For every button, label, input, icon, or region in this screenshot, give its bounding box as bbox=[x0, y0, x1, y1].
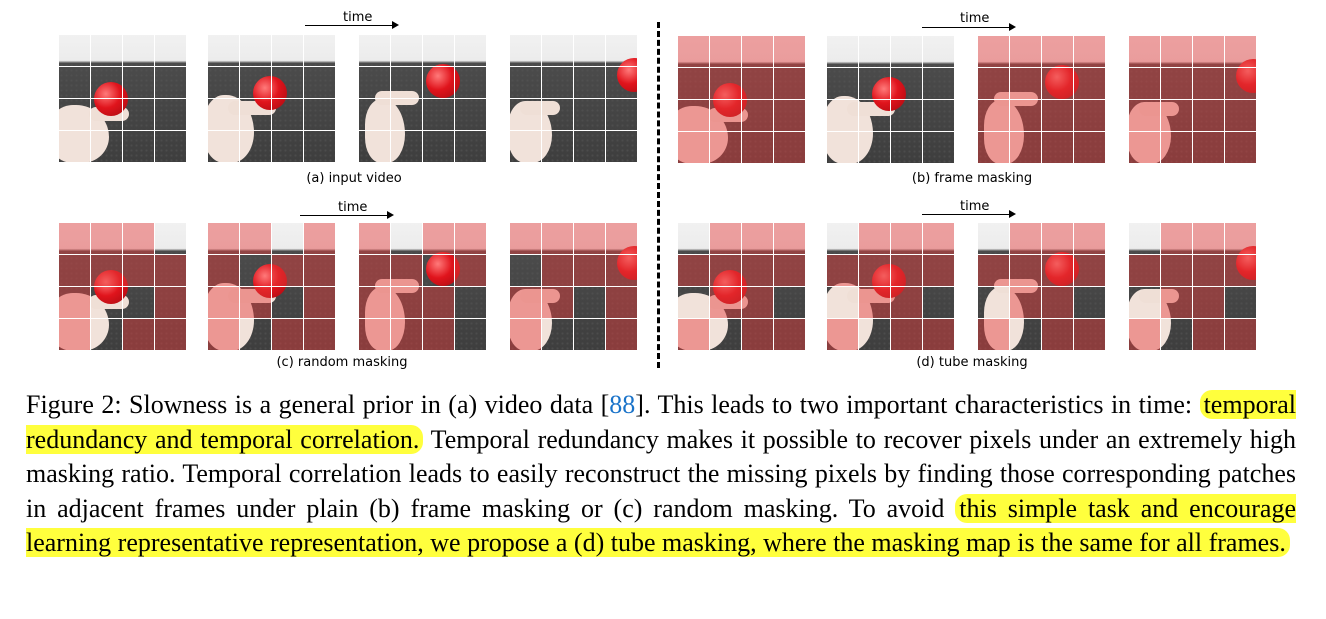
time-label: time bbox=[338, 200, 368, 215]
time-label: time bbox=[960, 11, 990, 26]
patch-grid bbox=[678, 36, 806, 164]
patch-grid bbox=[978, 36, 1106, 164]
patch-grid bbox=[208, 35, 336, 163]
panel-divider bbox=[657, 22, 660, 368]
video-frame bbox=[1129, 36, 1257, 164]
patch-grid bbox=[59, 223, 187, 351]
patch-grid bbox=[1129, 36, 1257, 164]
patch-grid bbox=[827, 223, 955, 351]
time-label: time bbox=[960, 199, 990, 214]
panel-sublabel: (c) random masking bbox=[276, 355, 408, 370]
video-frame bbox=[678, 36, 806, 164]
patch-grid bbox=[208, 223, 336, 351]
video-frame bbox=[510, 35, 638, 163]
video-frame bbox=[208, 35, 336, 163]
patch-grid bbox=[1129, 223, 1257, 351]
patch-grid bbox=[359, 223, 487, 351]
video-frame bbox=[510, 223, 638, 351]
patch-grid bbox=[678, 223, 806, 351]
patch-grid bbox=[978, 223, 1106, 351]
time-arrow bbox=[300, 211, 394, 219]
patch-grid bbox=[59, 35, 187, 163]
patch-grid bbox=[510, 223, 638, 351]
patch-grid bbox=[827, 36, 955, 164]
video-frame bbox=[59, 35, 187, 163]
caption-text-3: Temporal redundancy makes it possible to… bbox=[26, 424, 1296, 523]
video-frame bbox=[978, 223, 1106, 351]
time-arrow bbox=[922, 210, 1016, 218]
video-frame bbox=[359, 35, 487, 163]
panel-sublabel: (a) input video bbox=[306, 171, 402, 186]
video-frame bbox=[208, 223, 336, 351]
video-frame bbox=[59, 223, 187, 351]
caption-text-2: ]. This leads to two important character… bbox=[635, 390, 1200, 419]
caption-text-1: Figure 2: Slowness is a general prior in… bbox=[26, 390, 610, 419]
patch-grid bbox=[359, 35, 487, 163]
video-frame bbox=[1129, 223, 1257, 351]
panel-sublabel: (d) tube masking bbox=[916, 355, 1028, 370]
video-frame bbox=[827, 223, 955, 351]
video-frame bbox=[678, 223, 806, 351]
citation-link[interactable]: 88 bbox=[609, 390, 636, 419]
panel-sublabel: (b) frame masking bbox=[911, 171, 1033, 186]
time-arrow bbox=[922, 23, 1016, 31]
video-frame bbox=[978, 36, 1106, 164]
figure-caption: Figure 2: Slowness is a general prior in… bbox=[26, 388, 1296, 561]
patch-grid bbox=[510, 35, 638, 163]
video-frame bbox=[827, 36, 955, 164]
time-label: time bbox=[343, 10, 373, 25]
time-arrow bbox=[305, 21, 399, 29]
video-frame bbox=[359, 223, 487, 351]
